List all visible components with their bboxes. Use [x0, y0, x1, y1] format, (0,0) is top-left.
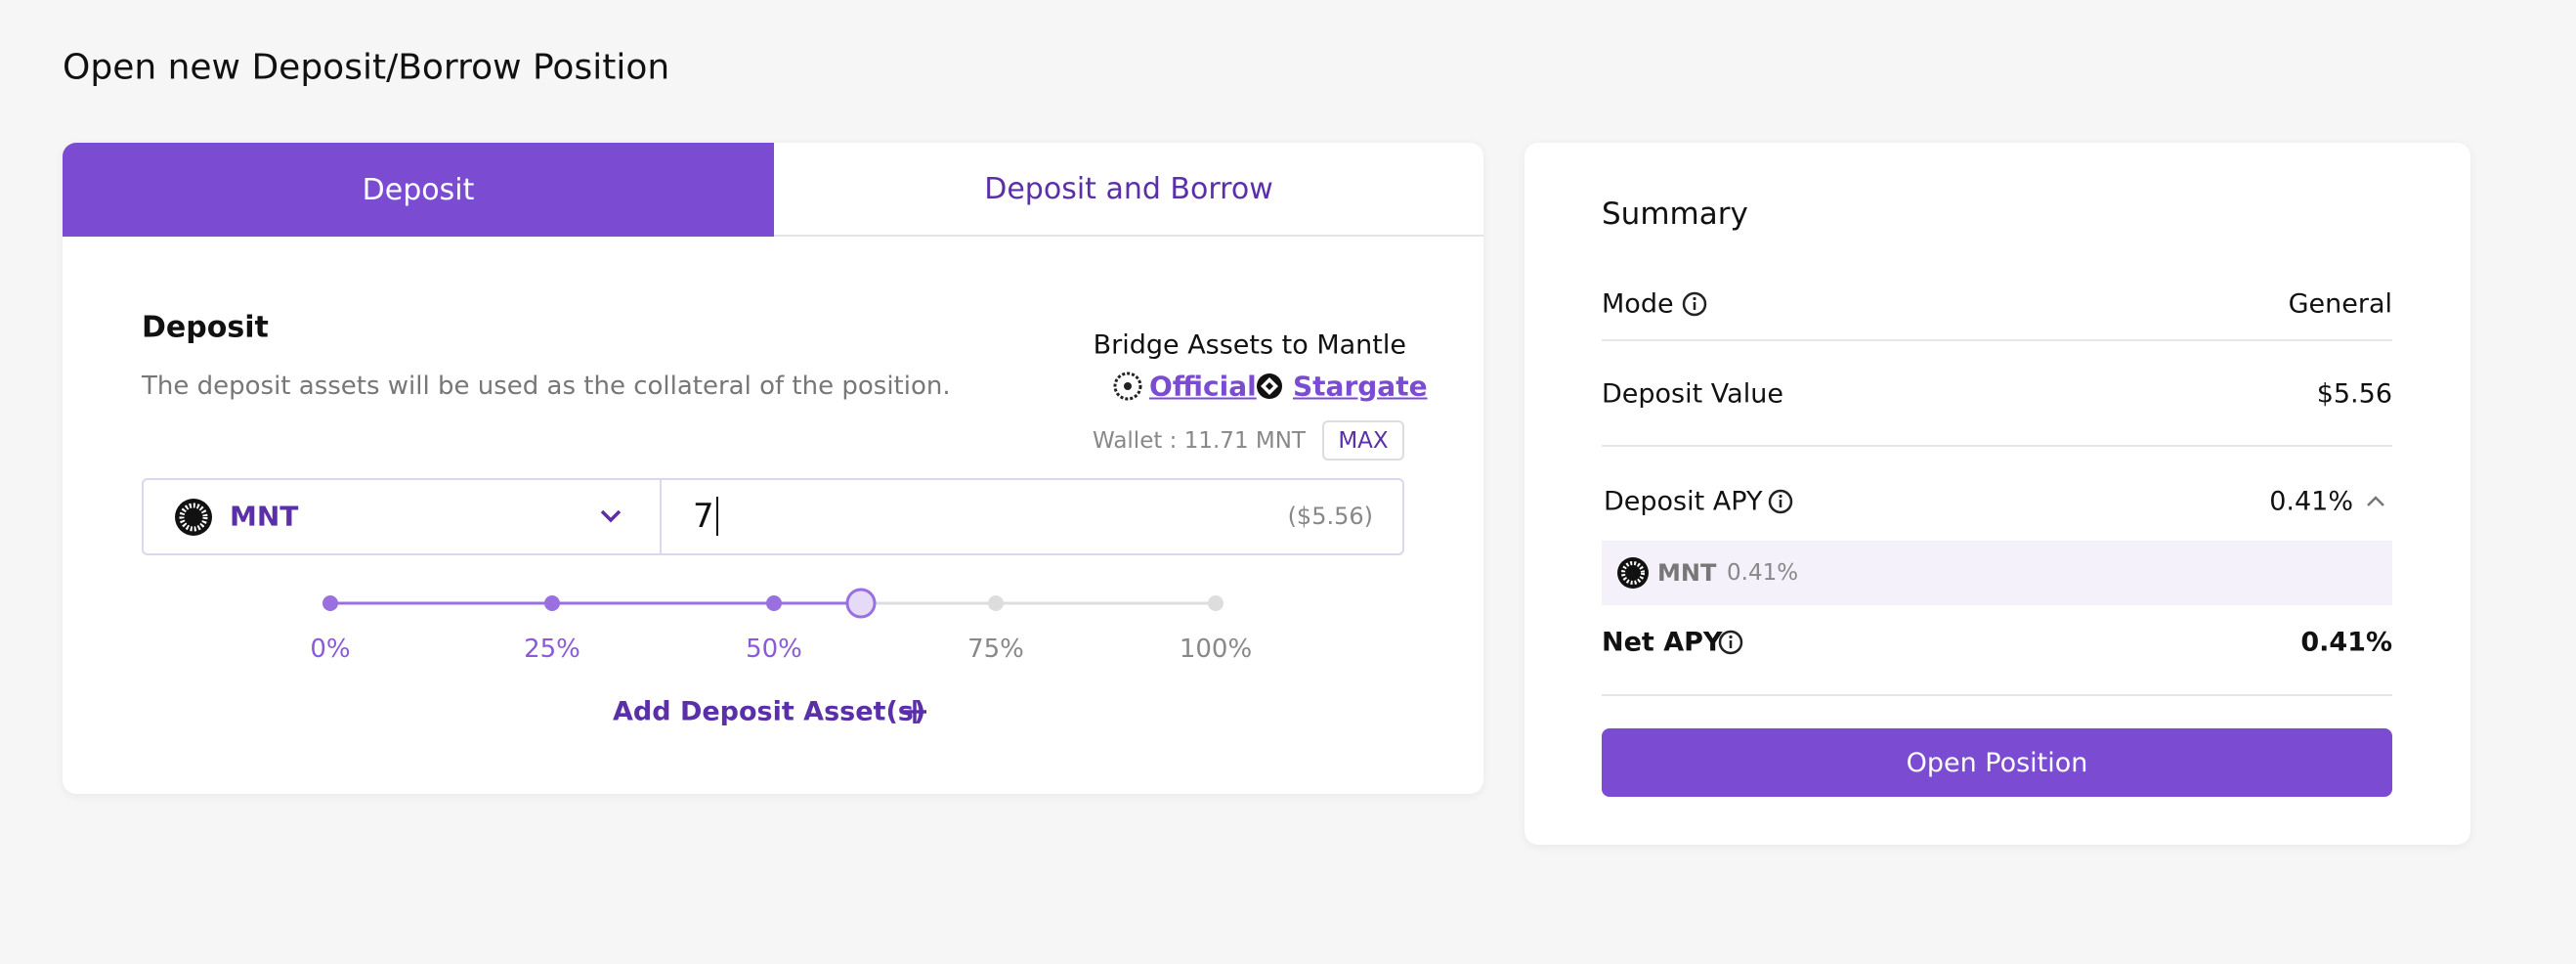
max-button[interactable]: MAX: [1322, 420, 1404, 460]
tab-deposit[interactable]: Deposit: [63, 143, 774, 237]
open-position-button[interactable]: Open Position: [1602, 728, 2392, 797]
asset-select[interactable]: MNT: [230, 500, 299, 533]
add-asset[interactable]: Add Deposit Asset(s): [613, 696, 926, 727]
mnt-icon: [175, 499, 212, 536]
deposit-card: Deposit Deposit and Borrow: [63, 143, 1483, 794]
stargate-icon: [1257, 373, 1282, 399]
input-divider: [660, 480, 662, 553]
mnt-icon: [1617, 557, 1649, 589]
divider: [1602, 339, 2392, 341]
mode-value: General: [2288, 288, 2392, 320]
divider: [1602, 694, 2392, 696]
summary-title: Summary: [1602, 197, 1748, 232]
wallet-balance: Wallet : 11.71 MNT: [1093, 428, 1306, 454]
deposit-apy: 0.41%: [2269, 486, 2353, 517]
slider-label: 0%: [310, 635, 351, 664]
net-apy: 0.41%: [2300, 627, 2392, 658]
slider-label: 25%: [524, 635, 580, 664]
section-heading: Deposit: [142, 310, 269, 345]
slider-label: 100%: [1179, 635, 1253, 664]
deposit-value-label: Deposit Value: [1602, 378, 1783, 410]
tab-deposit-borrow[interactable]: Deposit and Borrow: [774, 143, 1483, 237]
apy-asset: MNT: [1657, 559, 1717, 587]
amount-input[interactable]: 7: [693, 497, 718, 536]
chevron-up[interactable]: [2365, 493, 2386, 510]
apy-breakdown-row: [1602, 541, 2392, 605]
description: The deposit assets will be used as the c…: [142, 372, 951, 401]
deposit-value: $5.56: [2316, 378, 2392, 410]
divider: [1602, 445, 2392, 447]
deposit-apy-label: Deposit APY: [1604, 486, 1763, 517]
summary-card: [1524, 143, 2470, 845]
slider-label: 75%: [967, 635, 1024, 664]
info-icon[interactable]: [1717, 629, 1744, 656]
plus-icon[interactable]: [901, 698, 928, 725]
info-icon[interactable]: [1767, 488, 1794, 515]
mode-label: Mode: [1602, 288, 1674, 320]
official-icon: [1113, 372, 1142, 401]
net-apy-label: Net APY: [1602, 627, 1723, 658]
page-title: Open new Deposit/Borrow Position: [63, 47, 670, 88]
amount-input-group: [142, 478, 1404, 555]
link-official[interactable]: Official: [1149, 370, 1257, 403]
chevron-down[interactable]: [599, 506, 623, 526]
amount-usd: ($5.56): [1287, 503, 1373, 530]
bridge-title: Bridge Assets to Mantle: [1093, 329, 1406, 361]
link-stargate[interactable]: Stargate: [1293, 370, 1428, 403]
info-icon[interactable]: [1681, 290, 1708, 318]
percent-slider[interactable]: [313, 582, 1241, 626]
apy-asset-value: 0.41%: [1727, 560, 1799, 586]
slider-label: 50%: [746, 635, 802, 664]
